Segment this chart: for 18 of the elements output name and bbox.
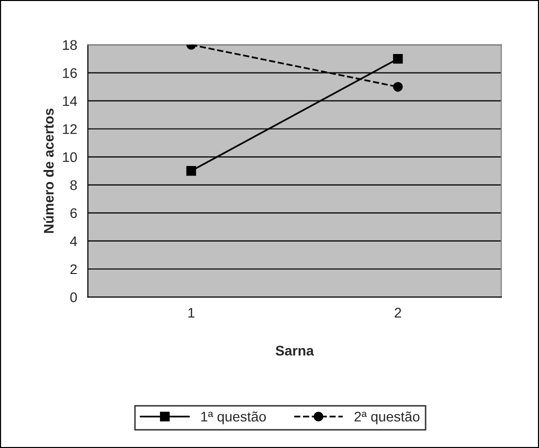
- y-tick-label: 6: [70, 208, 77, 218]
- point: [186, 166, 196, 176]
- y-tick-label: 10: [63, 152, 77, 162]
- y-tick-label: 2: [70, 264, 77, 274]
- legend-label: 2ª questão: [354, 411, 420, 424]
- y-tick-label: 4: [70, 236, 78, 246]
- y-tick-label: 16: [63, 68, 77, 78]
- point: [393, 54, 403, 64]
- x-tick-label: 1: [188, 308, 194, 318]
- y-tick-label: 0: [70, 292, 77, 302]
- y-tick-label: 14: [63, 96, 78, 106]
- legend-label: 1ª questão: [201, 411, 266, 424]
- y-tick-label: 12: [63, 124, 77, 134]
- y-axis-title: Número de acertos: [43, 108, 54, 233]
- point: [393, 82, 403, 92]
- x-axis-title: Sarna: [276, 346, 314, 356]
- y-tick-label: 8: [70, 180, 77, 190]
- y-tick-label: 18: [63, 40, 77, 50]
